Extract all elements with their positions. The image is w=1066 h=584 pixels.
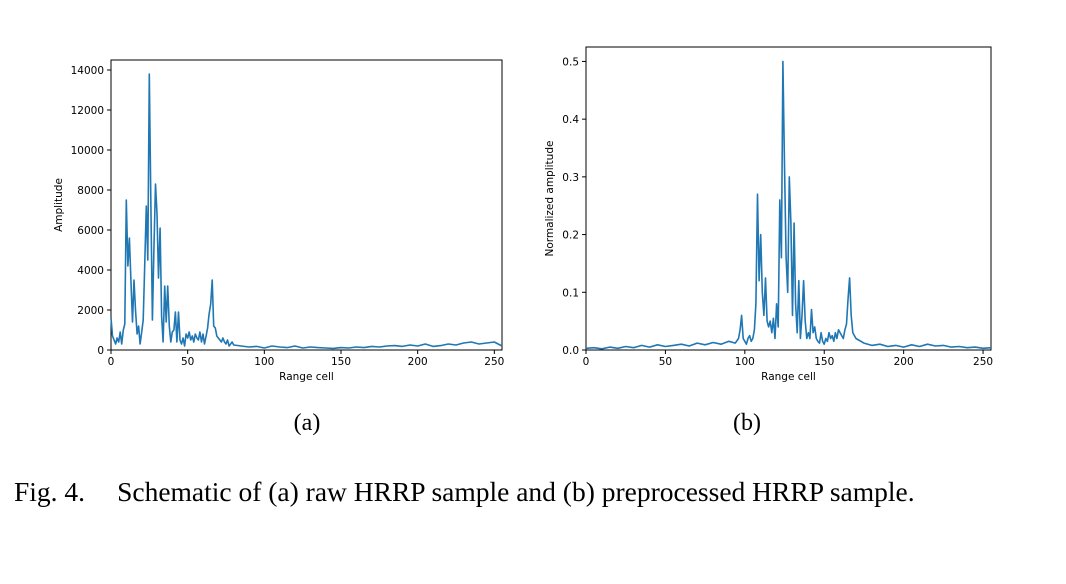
caption-label: Fig. 4.: [14, 476, 86, 507]
x-tick-label: 0: [583, 356, 590, 368]
subcaption: (a): [294, 410, 321, 436]
y-tick-label: 4000: [77, 265, 104, 277]
y-tick-label: 0.4: [562, 114, 579, 126]
y-tick-label: 12000: [71, 105, 104, 117]
x-tick-label: 50: [659, 356, 672, 368]
y-tick-label: 0: [97, 345, 104, 357]
x-tick-label: 150: [814, 356, 834, 368]
y-tick-label: 0.1: [562, 287, 579, 299]
chart-a: 0 50 100 150 200 250 0 2000 4000 6000 8000 10000 120…: [53, 59, 504, 436]
x-tick-label: 0: [108, 356, 115, 368]
y-tick-label: 2000: [77, 305, 104, 317]
series-line: [110, 73, 503, 350]
series-line: [585, 60, 992, 350]
caption-text: Schematic of (a) raw HRRP sample and (b)…: [117, 476, 915, 507]
plot-frame: [110, 59, 503, 351]
subcaption: (b): [733, 410, 761, 436]
y-tick-label: 0.5: [562, 56, 579, 68]
y-axis-title: Normalized amplitude: [544, 141, 556, 257]
chart-b: 0 50 100 150 200 250 0.0 0.1 0.2 0.3 0.4 0.5 Range c…: [544, 46, 993, 436]
y-tick-label: 14000: [71, 65, 104, 77]
x-tick-label: 200: [408, 356, 428, 368]
x-tick-label: 250: [484, 356, 504, 368]
y-axis-title: Amplitude: [53, 178, 65, 232]
y-tick-label: 10000: [71, 145, 104, 157]
x-tick-label: 250: [973, 356, 993, 368]
y-tick-label: 0.0: [562, 345, 579, 357]
x-tick-label: 100: [735, 356, 755, 368]
y-tick-label: 6000: [77, 225, 104, 237]
y-tick-label: 0.2: [562, 230, 579, 242]
y-tick-label: 8000: [77, 185, 104, 197]
x-tick-label: 200: [894, 356, 914, 368]
x-axis-title: Range cell: [279, 371, 334, 383]
y-tick-label: 0.3: [562, 172, 579, 184]
x-axis-title: Range cell: [761, 371, 816, 383]
x-tick-label: 50: [181, 356, 194, 368]
x-tick-label: 150: [331, 356, 351, 368]
plot-frame: [585, 46, 992, 351]
x-tick-label: 100: [254, 356, 274, 368]
figure-caption: Fig. 4. Schematic of (a) raw HRRP sample …: [14, 474, 1024, 509]
